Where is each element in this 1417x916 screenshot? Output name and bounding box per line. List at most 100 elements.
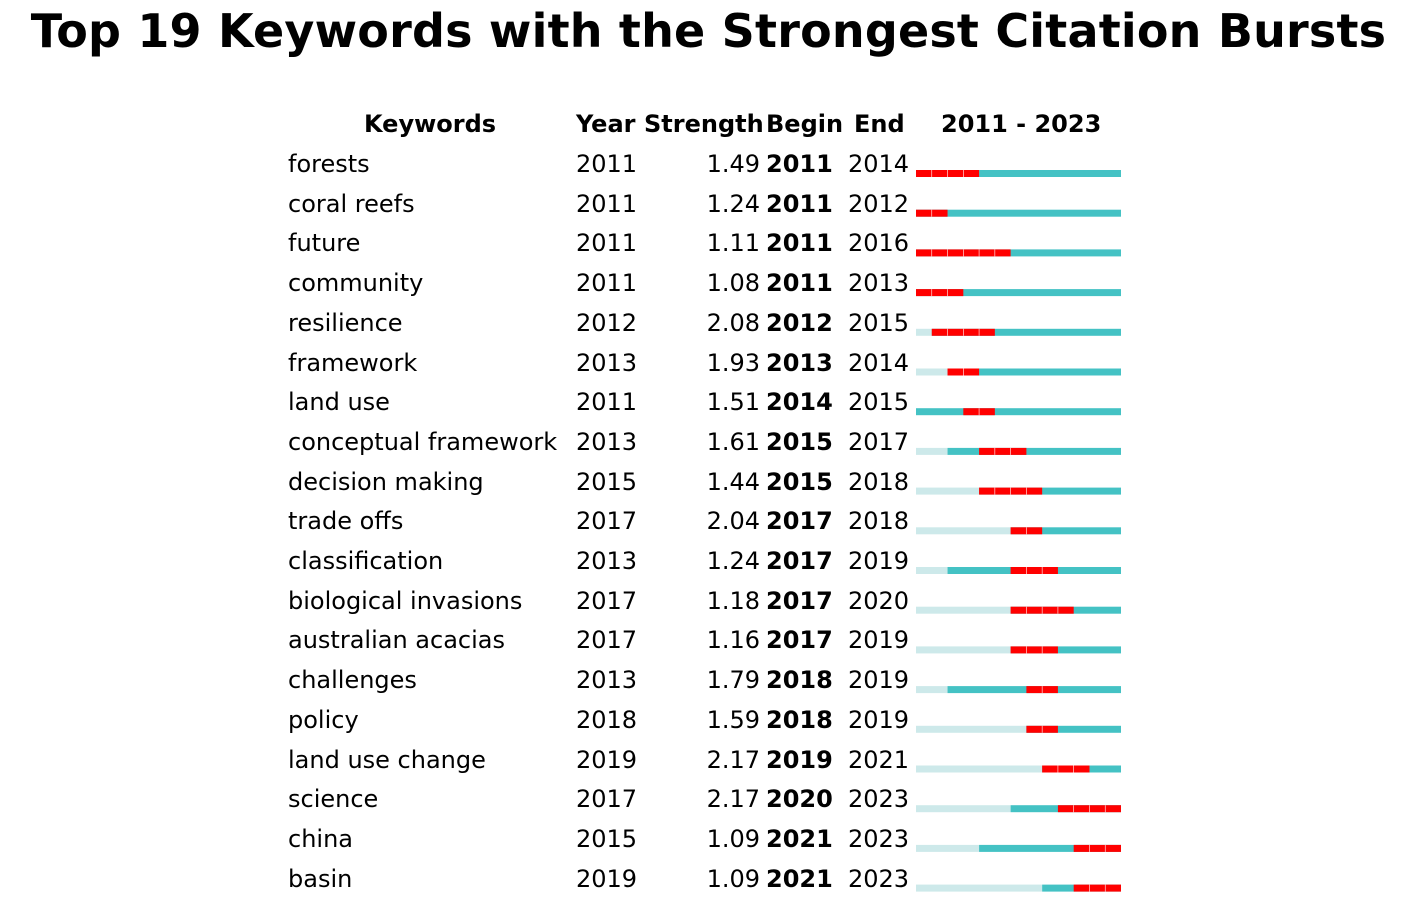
strength-value: 1.16: [706, 626, 760, 655]
year-value: 2013: [576, 547, 638, 575]
keyword-label: trade offs: [288, 507, 404, 536]
end-value: 2019: [848, 666, 910, 695]
begin-value: 2021: [766, 824, 833, 853]
strength-value: 1.49: [706, 150, 760, 178]
end-value: 2015: [848, 308, 910, 337]
year-value: 2017: [576, 626, 638, 655]
year-value: 2013: [576, 427, 638, 456]
year-value: 2019: [576, 745, 638, 774]
strength-value: 1.11: [706, 229, 760, 258]
begin-value: 2011: [766, 150, 833, 178]
end-value: 2019: [848, 626, 910, 655]
timeline-active-segment: [1010, 646, 1121, 654]
end-value: 2018: [848, 467, 910, 496]
burst-segment: [1042, 765, 1090, 773]
year-value: 2017: [576, 507, 638, 536]
end-value: 2017: [848, 427, 910, 456]
timeline-active-segment: [916, 249, 1121, 257]
begin-value: 2017: [766, 626, 833, 655]
begin-value: 2017: [766, 547, 833, 575]
begin-value: 2018: [766, 666, 833, 695]
year-value: 2011: [576, 229, 638, 258]
timeline-inactive-segment: [916, 844, 980, 852]
keyword-label: challenges: [288, 666, 417, 695]
timeline-inactive-segment: [916, 487, 980, 495]
begin-value: 2015: [766, 427, 833, 456]
strength-value: 2.17: [706, 785, 760, 814]
strength-value: 2.08: [706, 308, 760, 337]
end-value: 2023: [848, 824, 910, 853]
timeline-inactive-segment: [916, 765, 1043, 773]
begin-value: 2011: [766, 269, 833, 298]
begin-value: 2020: [766, 785, 833, 814]
year-value: 2011: [576, 388, 638, 417]
timeline-active-segment: [1026, 725, 1121, 733]
strength-value: 1.09: [706, 864, 760, 893]
begin-value: 2019: [766, 745, 833, 774]
keyword-label: basin: [288, 864, 353, 893]
keyword-label: china: [288, 824, 353, 853]
begin-value: 2018: [766, 705, 833, 734]
year-value: 2011: [576, 150, 638, 178]
end-value: 2012: [848, 189, 910, 218]
timeline-inactive-segment: [916, 328, 932, 336]
timeline-active-segment: [947, 447, 1121, 455]
timeline-inactive-segment: [916, 368, 948, 376]
year-value: 2017: [576, 785, 638, 814]
timeline-active-segment: [916, 408, 1121, 416]
end-value: 2016: [848, 229, 910, 258]
year-value: 2019: [576, 864, 638, 893]
header-strength: Strength: [644, 110, 764, 138]
begin-value: 2011: [766, 189, 833, 218]
keyword-label: biological invasions: [288, 586, 523, 615]
timeline-active-segment: [1010, 527, 1121, 535]
strength-value: 1.18: [706, 586, 760, 615]
end-value: 2018: [848, 507, 910, 536]
keyword-label: community: [288, 269, 424, 298]
end-value: 2023: [848, 785, 910, 814]
keyword-label: coral reefs: [288, 189, 415, 218]
year-value: 2012: [576, 308, 638, 337]
timeline-inactive-segment: [916, 805, 1011, 813]
strength-value: 2.17: [706, 745, 760, 774]
header-end: End: [854, 110, 905, 138]
strength-value: 1.79: [706, 666, 760, 695]
begin-value: 2017: [766, 586, 833, 615]
keyword-label: conceptual framework: [288, 427, 558, 456]
keyword-label: framework: [288, 348, 418, 377]
begin-value: 2015: [766, 467, 833, 496]
strength-value: 1.61: [706, 427, 760, 456]
strength-value: 1.51: [706, 388, 760, 417]
begin-value: 2017: [766, 507, 833, 536]
timeline-inactive-segment: [916, 646, 1011, 654]
year-value: 2011: [576, 269, 638, 298]
end-value: 2019: [848, 547, 910, 575]
strength-value: 1.09: [706, 824, 760, 853]
timeline-inactive-segment: [916, 527, 1011, 535]
timeline-inactive-segment: [916, 606, 1011, 614]
keyword-label: science: [288, 785, 379, 814]
burst-segment: [1010, 567, 1058, 574]
burst-segment: [916, 289, 964, 297]
end-value: 2013: [848, 269, 910, 298]
timeline-active-segment: [979, 844, 1121, 852]
strength-value: 1.44: [706, 467, 760, 496]
header-range: 2011 - 2023: [941, 110, 1102, 138]
header-begin: Begin: [766, 110, 844, 138]
timeline-active-segment: [916, 289, 1121, 297]
burst-segment: [1010, 646, 1058, 654]
timeline-active-segment: [916, 209, 1121, 217]
timeline-inactive-segment: [916, 686, 948, 694]
begin-value: 2014: [766, 388, 833, 417]
year-value: 2013: [576, 348, 638, 377]
header-keywords: Keywords: [364, 110, 497, 138]
end-value: 2014: [848, 348, 910, 377]
chart-title: Top 19 Keywords with the Strongest Citat…: [30, 4, 1387, 58]
begin-value: 2013: [766, 348, 833, 377]
strength-value: 1.59: [706, 705, 760, 734]
year-value: 2015: [576, 824, 638, 853]
end-value: 2014: [848, 150, 910, 178]
year-value: 2011: [576, 189, 638, 218]
header-year: Year: [576, 110, 636, 138]
